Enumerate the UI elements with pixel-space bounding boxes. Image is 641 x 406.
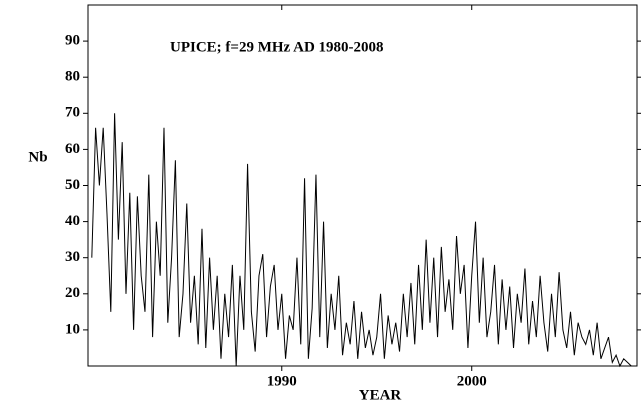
data-line <box>91 113 632 368</box>
y-tick-label: 90 <box>65 33 80 49</box>
x-tick-label: 1990 <box>267 373 297 389</box>
chart-title: UPICE; f=29 MHz AD 1980-2008 <box>170 39 384 55</box>
y-tick-label: 50 <box>65 177 80 193</box>
y-tick-label: 70 <box>65 105 80 121</box>
y-axis-label: Nb <box>28 149 47 165</box>
x-axis-label: YEAR <box>359 387 402 403</box>
y-tick-label: 30 <box>65 249 80 265</box>
y-tick-label: 80 <box>65 69 80 85</box>
y-tick-label: 10 <box>65 321 80 337</box>
x-tick-label: 2000 <box>457 373 487 389</box>
plot-frame <box>87 4 638 367</box>
y-tick-label: 60 <box>65 141 80 157</box>
y-tick-label: 40 <box>65 213 80 229</box>
y-tick-label: 20 <box>65 285 80 301</box>
